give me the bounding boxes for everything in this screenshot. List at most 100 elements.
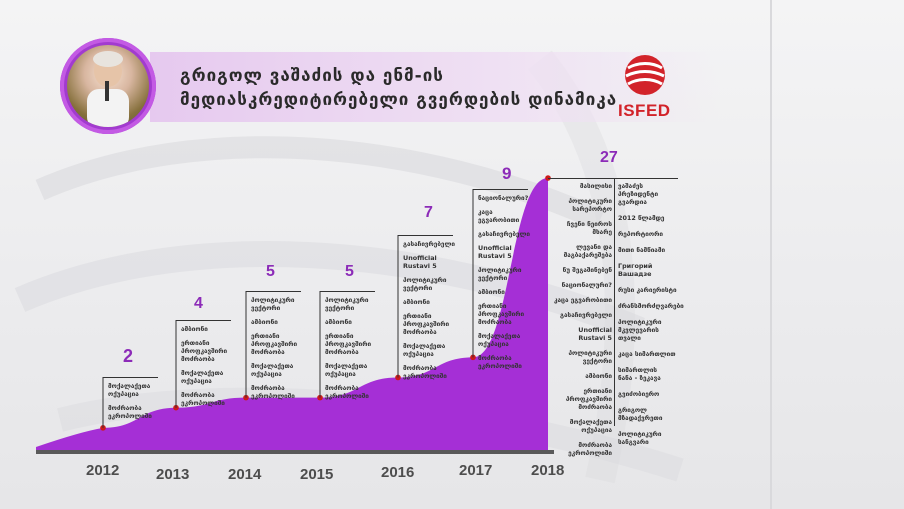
- source-list: მასილისი პოლიტიკური სარეპორტო ჩვენი ნეიროს…: [548, 178, 684, 457]
- x-tick-label: 2012: [86, 462, 120, 479]
- portrait-photo: [67, 45, 149, 127]
- source-item: ერთიანი პროფკავშირი მოძრაობა: [181, 339, 228, 363]
- source-item: Unofficial Rustavi 5: [478, 244, 512, 260]
- data-label: 7: [424, 204, 433, 221]
- source-item: გრიგოლ მზადაქვრეთი: [618, 406, 663, 422]
- page-title-line-2: მედიასკრედიტირებელი გვერდების დინამიკა: [180, 90, 618, 110]
- source-item: პოლიტიკური ვექტორი: [568, 349, 612, 365]
- source-item: პოლიტიკური სარეპორტო: [568, 197, 612, 213]
- x-tick-label: 2016: [381, 464, 415, 481]
- source-item: ამბიონი: [181, 325, 208, 333]
- x-tick-label: 2017: [459, 462, 493, 479]
- source-item: ნუ შეგაშინებენ: [562, 266, 612, 274]
- source-item: მოქალაქეთა ოქუპაცია: [478, 332, 521, 348]
- baseline: [36, 450, 554, 454]
- title-band: [150, 52, 720, 122]
- area-fill: [36, 178, 548, 450]
- source-item: ამბიონი: [403, 298, 430, 306]
- source-list: ნაციონალური? კაცა ეგვარობითი გასაჩივრებელი…: [473, 189, 530, 376]
- x-tick-label: 2014: [228, 466, 262, 483]
- avatar: [60, 38, 156, 134]
- source-item: რეპორტიორი: [618, 230, 663, 238]
- source-list-rule: [103, 377, 158, 378]
- source-item: გასაჩივრებელი: [560, 311, 612, 319]
- data-label: 2: [123, 346, 134, 366]
- source-list-rule: [473, 189, 528, 190]
- source-item: პოლიტიკური ვექტორი: [325, 296, 369, 312]
- data-label: 5: [345, 263, 354, 280]
- source-list: პოლიტიკური ვექტორი ამბიონი ერთიანი პროფკავ…: [246, 291, 301, 406]
- data-label: 5: [266, 263, 275, 280]
- source-item: მოქალაქეთა ოქუპაცია: [403, 342, 446, 358]
- source-item: მოძრაობა ეკროპოლიში: [568, 441, 612, 457]
- data-point: [395, 374, 401, 381]
- source-list: მოქალაქეთა ოქუპაცია მოძრაობა ეკროპოლიში: [103, 377, 158, 426]
- source-item: Unofficial Rustavi 5: [403, 254, 437, 270]
- source-list-rule: [398, 235, 453, 236]
- page-title-line-1: გრიგოლ ვაშაძის და ენმ-ის: [180, 66, 444, 86]
- source-item: მოძრაობა ეკროპოლიში: [251, 384, 295, 400]
- source-item: ამბიონი: [251, 318, 278, 326]
- source-item: გასაჩივრებელი: [478, 230, 530, 238]
- source-item: ერთიანი პროფკავშირი მოძრაობა: [251, 332, 298, 356]
- column-divider: [614, 178, 615, 426]
- source-item: ნაციონალური?: [478, 194, 529, 202]
- source-item: ამბიონი: [478, 288, 505, 296]
- source-item: ძრანსმორძღვარები: [618, 302, 684, 310]
- source-item: კაცა ეგვარობითი: [553, 296, 612, 304]
- source-item: მითი ნამწიამი: [618, 246, 666, 254]
- source-list: გასაჩივრებელი Unofficial Rustavi 5 პოლიტიკ…: [398, 235, 455, 386]
- isfed-logo-icon: [625, 55, 665, 95]
- source-list-rule: [176, 320, 231, 321]
- source-item: 2012 წლამდე: [618, 214, 665, 222]
- data-label: 4: [194, 295, 203, 312]
- source-item: გასაჩივრებელი: [403, 240, 455, 248]
- source-item: პოლიტიკური ვექტორი: [478, 266, 522, 282]
- source-item: პოლიტიკური მკვლევარის თვალი: [618, 318, 662, 342]
- source-item: მოძრაობა ეკროპოლიში: [181, 391, 225, 407]
- source-item: მოძრაობა ეკროპოლიში: [325, 384, 369, 400]
- data-point: [470, 354, 476, 361]
- data-point: [173, 404, 179, 411]
- source-item: ნაციონალური?: [561, 281, 612, 289]
- source-item: ერთიანი პროფკავშირი მოძრაობა: [565, 387, 612, 411]
- x-tick-label: 2013: [156, 466, 190, 483]
- source-item: ამბიონი: [325, 318, 352, 326]
- source-item: მოქალაქეთა ოქუპაცია: [108, 382, 151, 398]
- source-list: ამბიონი ერთიანი პროფკავშირი მოძრაობა მოქალ…: [176, 320, 231, 413]
- data-label: 27: [600, 149, 618, 166]
- source-item: პოლიტიკური ვექტორი: [403, 276, 447, 292]
- source-item: მოქალაქეთა ოქუპაცია: [251, 362, 294, 378]
- source-list: პოლიტიკური ვექტორი ამბიონი ერთიანი პროფკავ…: [320, 291, 375, 406]
- source-item: ერთიანი პროფკავშირი მოძრაობა: [403, 312, 450, 336]
- x-tick-label: 2018: [531, 462, 565, 479]
- source-item: პოლიტიკური სანგვარი: [618, 430, 662, 446]
- source-item: ლევანი და მაგბაქარეშება: [563, 243, 612, 259]
- source-list-rule: [548, 178, 678, 179]
- source-item: Григорий Вашадзе: [618, 262, 653, 278]
- source-item: ამბიონი: [585, 372, 612, 380]
- source-item: ერთიანი პროფკავშირი მოძრაობა: [325, 332, 372, 356]
- source-item: გვიძობიერო: [618, 390, 660, 398]
- source-column-left: მასილისი პოლიტიკური სარეპორტო ჩვენი ნეიროს…: [550, 182, 612, 464]
- logo-text: ISFED: [618, 101, 671, 120]
- source-item: კაცა ეგვარობითი: [478, 208, 520, 224]
- source-item: სიმართლის ნანა - ზეკავა: [618, 366, 661, 382]
- data-label: 9: [502, 164, 512, 183]
- source-item: ჩვენი ნეიროს მხარე: [566, 220, 612, 236]
- source-item: მასილისი: [579, 182, 612, 190]
- source-item: მოძრაობა ეკროპოლიში: [403, 364, 447, 380]
- source-item: Unofficial Rustavi 5: [578, 326, 612, 342]
- source-item: მოქალაქეთა ოქუპაცია: [569, 418, 612, 434]
- side-divider: [770, 0, 772, 509]
- source-item: ვაშაძეს პრეზიდენტი გვარდია: [618, 182, 659, 206]
- source-column-right: ვაშაძეს პრეზიდენტი გვარდია 2012 წლამდე რეპ…: [618, 182, 684, 454]
- source-list-rule: [320, 291, 375, 292]
- source-item: მოქალაქეთა ოქუპაცია: [181, 369, 224, 385]
- source-item: მოძრაობა ეკროპოლიში: [108, 404, 152, 420]
- source-item: ერთიანი პროფკავშირი მოძრაობა: [478, 302, 525, 326]
- source-item: პოლიტიკური ვექტორი: [251, 296, 295, 312]
- data-point: [100, 425, 106, 431]
